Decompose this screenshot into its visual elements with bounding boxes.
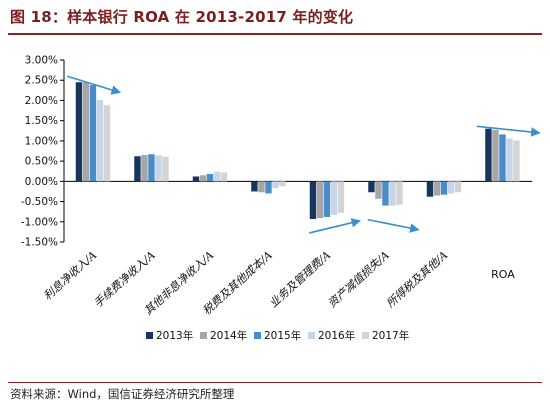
bar (440, 181, 448, 195)
legend-label: 2017年 (372, 329, 409, 342)
bar (96, 100, 104, 182)
bar (89, 85, 97, 182)
bar (103, 105, 111, 182)
bar (506, 138, 513, 182)
trend-arrow (309, 218, 362, 234)
legend-label: 2014年 (210, 329, 247, 342)
bar (513, 140, 520, 182)
bar (323, 181, 331, 217)
y-tick-label: 0.00% (25, 176, 58, 188)
footer-rule (8, 382, 542, 383)
bar (251, 181, 258, 192)
bar (134, 156, 141, 182)
legend-swatch (200, 332, 207, 339)
roa-bar-chart: 3.00% 2.50% 2.00% 1.50% 1.00% 0.50% 0.00% -0.50… (21, 55, 541, 342)
bar (279, 181, 286, 187)
bar (485, 128, 492, 182)
bar (309, 181, 317, 219)
bar (337, 181, 345, 213)
bar (454, 181, 462, 193)
legend-swatch (254, 332, 261, 339)
chart-title: 图 18：样本银行 ROA 在 2013-2017 年的变化 (10, 8, 354, 26)
bar (141, 155, 148, 182)
legend-label: 2015年 (264, 329, 301, 342)
legend-label: 2013年 (156, 329, 193, 342)
trend-arrow (476, 125, 541, 137)
title-rule (8, 33, 542, 35)
bar (426, 181, 434, 197)
y-tick-label: 2.00% (25, 95, 58, 107)
bar (265, 181, 272, 194)
bar (499, 134, 506, 182)
y-tick-label: 3.00% (25, 55, 58, 67)
bar (382, 181, 389, 206)
bar (447, 181, 455, 194)
bar (375, 181, 382, 199)
bar (82, 82, 90, 182)
legend-swatch (146, 332, 153, 339)
source-note: 资料来源：Wind，国信证券经济研究所整理 (10, 387, 235, 401)
bar (206, 174, 214, 182)
x-category-label: 手续费净收入/A (91, 249, 157, 311)
bar (258, 181, 265, 193)
y-tick-label: 1.50% (25, 115, 58, 127)
bar (330, 181, 338, 215)
bar (272, 181, 279, 189)
y-tick-label: -1.00% (21, 216, 58, 228)
trend-arrow (67, 75, 122, 95)
legend-swatch (362, 332, 369, 339)
y-tick-label: 0.50% (25, 156, 58, 168)
bar (368, 181, 375, 193)
bar (192, 176, 200, 182)
y-tick-label: 2.50% (25, 75, 58, 87)
bar (433, 181, 441, 196)
x-category-label: 业务及管理费/A (267, 249, 333, 311)
x-category-label: 资产减值损失/A (325, 249, 391, 311)
x-category-label: 利息净收入/A (41, 249, 99, 303)
bar (492, 129, 499, 182)
y-tick-label: 1.00% (25, 135, 58, 147)
bar (162, 156, 169, 182)
bar (213, 171, 221, 182)
y-tick-label: -0.50% (21, 196, 58, 208)
bar (220, 172, 228, 182)
legend-swatch (308, 332, 315, 339)
legend-label: 2016年 (318, 329, 355, 342)
x-category-label: 所得税及其他/A (384, 249, 450, 311)
bar (199, 175, 207, 182)
x-category-label: ROA (491, 268, 515, 281)
bar (396, 181, 403, 205)
y-tick-label: -1.50% (21, 237, 58, 249)
bar (389, 181, 396, 206)
bar (75, 82, 83, 182)
bar (316, 181, 324, 219)
bar (155, 155, 162, 182)
bar (148, 154, 155, 182)
trend-arrow (367, 218, 420, 233)
